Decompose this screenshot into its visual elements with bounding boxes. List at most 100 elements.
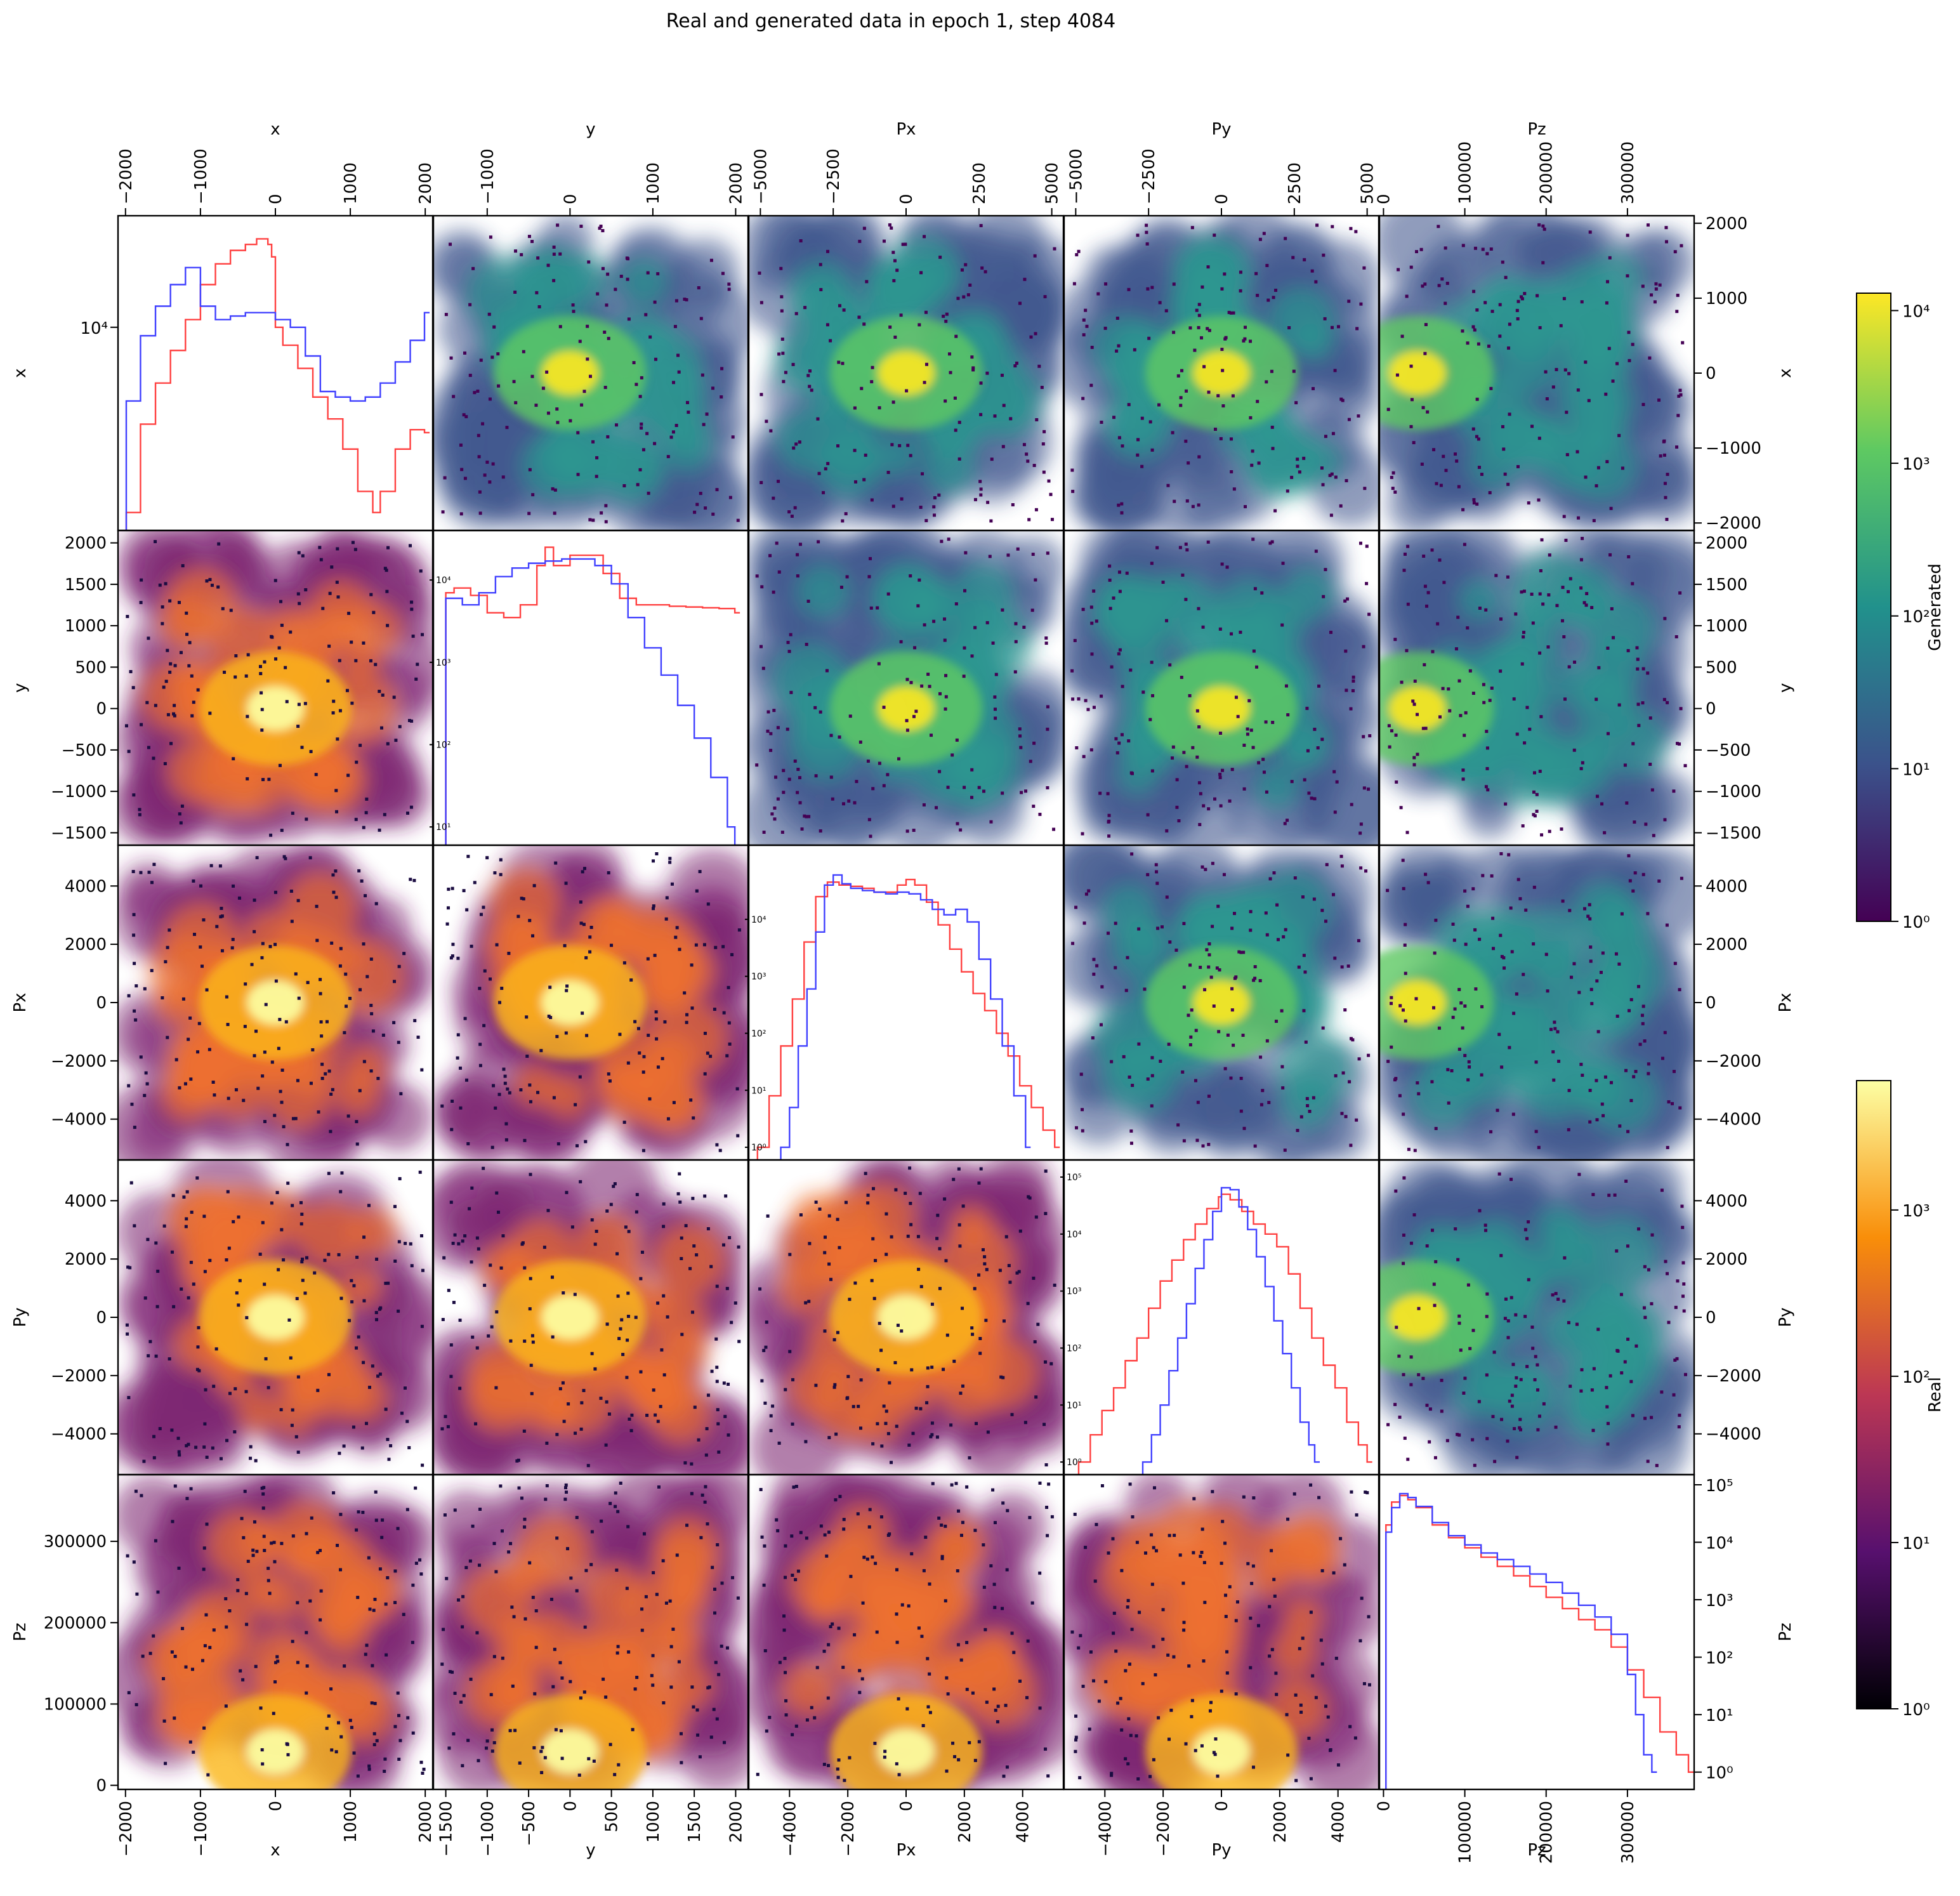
density-speckle: [938, 692, 942, 695]
density-speckle: [678, 947, 681, 951]
density-blob: [671, 238, 740, 306]
density-speckle: [716, 1543, 720, 1546]
density-speckle: [551, 1685, 555, 1689]
density-speckle: [1394, 734, 1398, 737]
density-speckle: [296, 1661, 299, 1664]
density-speckle: [1340, 1112, 1344, 1116]
panel-y-Py: [1063, 529, 1380, 846]
panel-content: [118, 845, 433, 1160]
density-speckle: [1042, 430, 1046, 433]
density-speckle: [1445, 1438, 1449, 1442]
density-speckle: [294, 1435, 298, 1438]
density-speckle: [600, 1519, 603, 1523]
density-speckle: [558, 1661, 562, 1664]
density-speckle: [727, 1433, 730, 1437]
density-speckle: [605, 1322, 609, 1326]
density-speckle: [829, 339, 832, 343]
density-speckle: [1608, 553, 1612, 556]
density-speckle: [1531, 1346, 1535, 1350]
density-speckle: [1546, 989, 1549, 993]
histogram-real: [756, 878, 1060, 1160]
density-speckle: [1398, 1094, 1402, 1098]
density-speckle: [772, 590, 775, 594]
density-blob: [835, 1504, 891, 1560]
density-speckle: [1477, 437, 1480, 441]
density-speckle: [503, 1074, 507, 1078]
density-speckle: [320, 1077, 324, 1081]
density-speckle: [1627, 331, 1631, 334]
density-speckle: [1302, 1009, 1306, 1013]
density-speckle: [330, 1748, 334, 1752]
density-blob: [546, 1075, 589, 1119]
density-speckle: [604, 520, 608, 523]
density-speckle: [237, 896, 241, 900]
density-speckle: [1419, 247, 1423, 251]
density-speckle: [912, 828, 916, 832]
density-speckle: [1500, 1418, 1504, 1421]
density-speckle: [536, 256, 540, 260]
density-speckle: [664, 1601, 668, 1605]
density-speckle: [1046, 705, 1049, 709]
density-speckle: [1519, 1378, 1523, 1381]
density-blob: [1111, 920, 1169, 978]
density-speckle: [605, 1209, 609, 1213]
density-speckle: [1155, 881, 1159, 885]
density-speckle: [1081, 832, 1084, 836]
density-speckle: [1128, 1075, 1131, 1079]
density-speckle: [1565, 411, 1569, 414]
density-speckle: [685, 298, 688, 301]
density-speckle: [1626, 648, 1630, 652]
density-speckle: [218, 864, 222, 868]
density-speckle: [1190, 1008, 1194, 1012]
density-speckle: [239, 1669, 242, 1673]
density-core: [494, 1694, 647, 1789]
density-speckle: [318, 546, 322, 550]
density-speckle: [1633, 820, 1636, 824]
density-speckle: [1026, 459, 1030, 463]
density-speckle: [1156, 926, 1160, 930]
density-speckle: [1437, 284, 1441, 287]
density-speckle: [1461, 768, 1465, 772]
density-speckle: [503, 1081, 507, 1085]
density-speckle: [1178, 546, 1182, 550]
density-speckle: [1351, 689, 1355, 693]
density-speckle: [782, 1614, 786, 1618]
density-speckle: [334, 869, 338, 873]
density-speckle: [814, 774, 818, 778]
density-speckle: [234, 1088, 238, 1091]
density-speckle: [386, 1437, 390, 1441]
density-speckle: [1406, 544, 1410, 548]
density-speckle: [948, 352, 952, 356]
density-speckle: [1044, 1360, 1048, 1364]
density-speckle: [826, 462, 830, 466]
density-speckle: [1626, 234, 1629, 237]
density-speckle: [336, 737, 339, 741]
density-speckle: [1223, 272, 1227, 276]
density-speckle: [1457, 1048, 1461, 1051]
density-speckle: [616, 1510, 620, 1513]
density-speckle: [226, 1190, 230, 1194]
density-speckle: [1445, 282, 1449, 286]
density-speckle: [188, 1016, 192, 1020]
density-speckle: [208, 577, 212, 581]
density-speckle: [612, 1185, 615, 1188]
density-speckle: [634, 1315, 638, 1319]
density-speckle: [127, 1396, 131, 1400]
panel-content: [433, 1160, 748, 1475]
density-speckle: [762, 1348, 766, 1352]
density-speckle: [1614, 952, 1618, 956]
density-speckle: [280, 623, 284, 627]
density-speckle: [1613, 1193, 1617, 1197]
density-speckle: [564, 1483, 568, 1487]
density-speckle: [773, 817, 777, 821]
density-speckle: [890, 1235, 893, 1239]
density-speckle: [698, 1755, 702, 1759]
density-blob: [1593, 894, 1645, 946]
density-speckle: [628, 1418, 631, 1421]
density-speckle: [621, 1353, 625, 1357]
density-speckle: [1441, 687, 1445, 690]
density-speckle: [971, 1333, 975, 1336]
density-speckle: [1480, 473, 1483, 477]
density-speckle: [407, 1445, 411, 1449]
density-speckle: [962, 295, 966, 299]
